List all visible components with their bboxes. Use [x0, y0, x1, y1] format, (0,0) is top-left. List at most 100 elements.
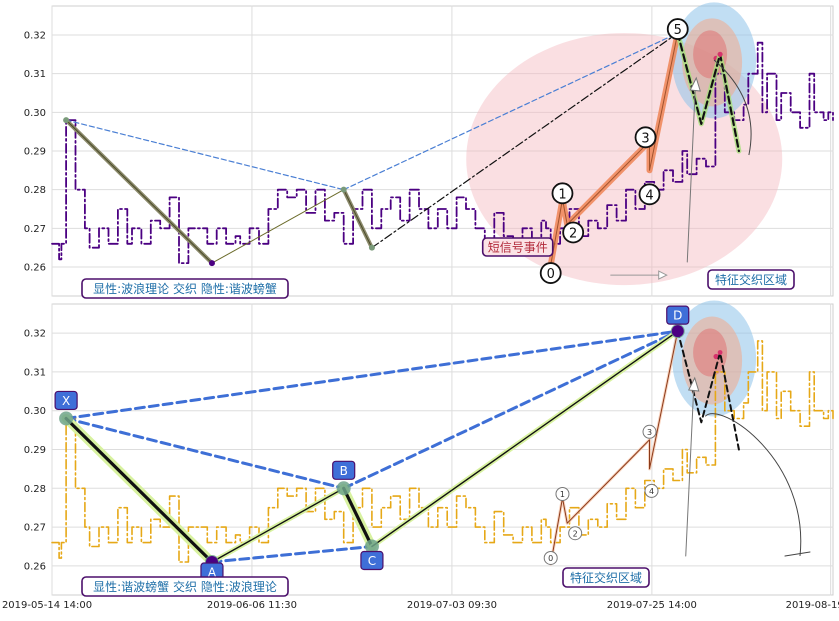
wave-label-4: 4	[645, 188, 653, 203]
wave-label-5: 5	[674, 23, 682, 38]
pivot-p1	[208, 260, 215, 267]
price-series-line	[51, 41, 834, 265]
feature-zone-bottom-core	[693, 328, 728, 377]
y-tick-label: 0.31	[24, 69, 46, 80]
y-tick-label: 0.32	[24, 31, 46, 42]
harmonic-label-B: B	[340, 464, 348, 478]
wave-label-2-ring	[562, 221, 585, 244]
wave-label-1: 1	[560, 490, 565, 499]
feature-peak	[717, 350, 723, 355]
wave-label-4-ring	[638, 183, 661, 206]
y-tick-label: 0.29	[24, 147, 46, 158]
harmonic-label-C-box	[360, 550, 384, 571]
x-tick-label: 2019-07-25 14:00	[607, 600, 697, 611]
harmonic-label-X: X	[62, 394, 70, 408]
harmonic-x-d	[64, 329, 680, 420]
x-tick-label: 2019-07-03 09:30	[407, 600, 497, 611]
wave-path	[550, 330, 679, 565]
feature-zone-label-bottom: 特征交织区域	[570, 570, 642, 585]
pivot-D-dot	[671, 325, 684, 338]
wave-label-0-ring	[543, 550, 558, 565]
harmonic-label-D-box	[666, 305, 690, 325]
wave-label-0: 0	[548, 554, 553, 563]
feature-arrowhead	[687, 376, 700, 392]
wave-label-2: 2	[569, 226, 577, 241]
wave-label-0: 0	[547, 267, 555, 282]
feature-zigzag	[676, 330, 740, 451]
harmonic-label-A: A	[208, 566, 217, 580]
link-p2-s5	[343, 32, 679, 191]
harmonic-leg-XA	[64, 416, 214, 564]
y-tick-label: 0.30	[24, 108, 46, 119]
feature-curve	[704, 413, 802, 557]
y-tick-label: 0.26	[24, 561, 46, 572]
feature-arrowhead	[689, 76, 701, 92]
top-legend-label: 显性:波浪理论 交织 隐性:谐波螃蟹	[93, 281, 277, 296]
short-signal-label: 短信号事件	[488, 241, 548, 255]
y-tick-label: 0.26	[24, 263, 46, 274]
harmonic-b-d	[342, 329, 680, 490]
x-tick-label: 2019-05-14 14:00	[2, 600, 92, 611]
y-tick-label: 0.28	[24, 484, 46, 495]
feature-zone-label-bottom-box	[562, 567, 650, 588]
link-p3-s5	[371, 32, 679, 249]
feature-arrow	[685, 387, 695, 557]
feature-zone-label: 特征交织区域	[715, 272, 787, 287]
pivot-X	[59, 411, 74, 426]
y-tick-label: 0.30	[24, 406, 46, 417]
link-p0-p2	[65, 119, 345, 191]
feature-zigzag	[676, 31, 741, 153]
feature-curve-tick	[784, 551, 811, 557]
y-tick-label: 0.27	[24, 523, 46, 534]
harmonic-leg-CD	[371, 330, 679, 548]
harmonic-a-c	[210, 545, 374, 564]
wave-label-0-ring	[539, 262, 562, 284]
feature-zone-label-box	[707, 269, 795, 290]
harmonic-leg-AB	[211, 487, 345, 563]
harmonic-label-C: C	[368, 554, 376, 568]
harmonic-x-b	[64, 416, 346, 490]
feature-curve	[713, 59, 752, 156]
short-signal-label-box	[481, 237, 554, 257]
y-tick-label: 0.27	[24, 224, 46, 235]
harmonic-label-B-box	[332, 460, 356, 480]
y-tick-label: 0.32	[24, 329, 46, 340]
pivot-p3	[368, 244, 375, 251]
x-tick-label: 2019-08-19 12:00	[786, 600, 839, 611]
leg-p0-p1	[65, 119, 213, 264]
feature-arrow	[686, 87, 696, 263]
wave-label-1-ring	[551, 182, 574, 205]
wave-label-1-ring	[555, 487, 570, 501]
wave-label-3-ring	[642, 424, 657, 439]
wave-label-2: 2	[573, 529, 578, 538]
bottom-legend-label: 显性:谐波螃蟹 交织 隐性:波浪理论	[93, 579, 277, 594]
wave-path	[550, 32, 679, 266]
feature-peak	[717, 51, 723, 57]
y-tick-label: 0.31	[24, 367, 46, 378]
wave-label-3: 3	[641, 131, 649, 146]
x-tick-label: 2019-06-06 11:30	[207, 600, 297, 611]
y-tick-label: 0.28	[24, 185, 46, 196]
pivot-p0	[63, 117, 70, 124]
wave-label-4: 4	[649, 487, 654, 496]
leg-p2-p3	[343, 189, 373, 249]
harmonic-label-D: D	[673, 309, 682, 323]
feature-zone-bottom-center	[713, 353, 719, 360]
harmonic-leg-BC	[342, 486, 374, 549]
wave-label-1: 1	[558, 187, 566, 202]
wave-label-2-ring	[568, 526, 583, 541]
pivot-C	[364, 539, 379, 554]
y-tick-label: 0.29	[24, 445, 46, 456]
wave-label-5-ring	[666, 18, 689, 40]
top-legend-label-box	[81, 278, 289, 299]
pivot-p2	[340, 186, 347, 193]
pivot-B	[336, 481, 351, 496]
wave-label-4-ring	[644, 483, 659, 498]
signal-arrowhead	[658, 270, 668, 280]
bottom-legend-label-box	[81, 576, 289, 597]
wave-label-3-ring	[634, 126, 657, 149]
harmonic-label-X-box	[54, 390, 78, 411]
wave-label-3: 3	[647, 428, 652, 437]
